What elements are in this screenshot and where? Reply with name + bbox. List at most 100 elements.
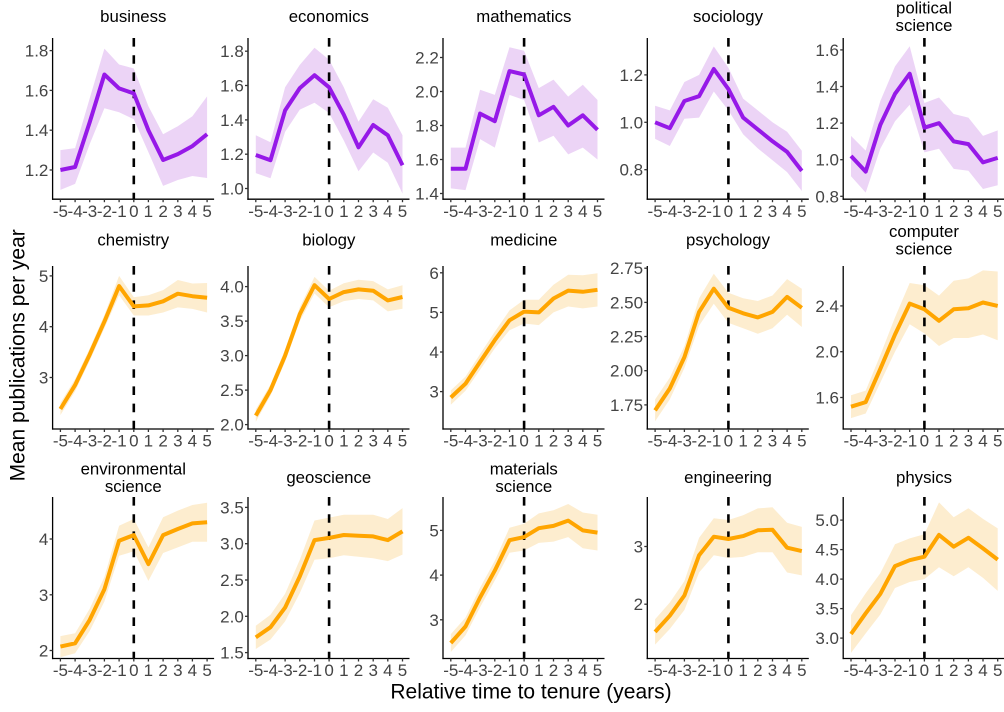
svg-text:-4: -4 [458, 432, 473, 451]
svg-text:-1: -1 [502, 432, 517, 451]
svg-text:1.6: 1.6 [220, 77, 244, 96]
svg-text:-4: -4 [458, 202, 473, 221]
svg-text:-3: -3 [82, 432, 97, 451]
svg-text:4: 4 [383, 661, 392, 680]
svg-text:0: 0 [724, 432, 733, 451]
svg-text:2: 2 [158, 661, 167, 680]
svg-text:5: 5 [202, 202, 211, 221]
svg-text:science: science [896, 240, 953, 259]
svg-text:physics: physics [896, 468, 952, 487]
svg-text:2: 2 [158, 202, 167, 221]
svg-text:-2: -2 [292, 432, 307, 451]
svg-text:-1: -1 [902, 202, 917, 221]
svg-text:1.2: 1.2 [815, 114, 839, 133]
svg-text:5: 5 [797, 661, 806, 680]
svg-text:0: 0 [519, 432, 528, 451]
svg-text:-5: -5 [53, 432, 68, 451]
svg-text:0: 0 [724, 202, 733, 221]
svg-text:1.0: 1.0 [815, 151, 839, 170]
svg-text:-5: -5 [648, 661, 663, 680]
svg-text:engineering: engineering [684, 468, 772, 487]
svg-text:1: 1 [738, 202, 747, 221]
svg-text:0: 0 [724, 661, 733, 680]
svg-text:environmental: environmental [81, 459, 186, 478]
svg-text:2: 2 [549, 661, 558, 680]
svg-text:2.0: 2.0 [415, 83, 439, 102]
svg-text:3: 3 [964, 661, 973, 680]
svg-text:-1: -1 [902, 661, 917, 680]
svg-text:1.4: 1.4 [415, 185, 439, 204]
svg-text:3.0: 3.0 [220, 347, 244, 366]
svg-text:0.8: 0.8 [815, 187, 839, 206]
svg-text:1.6: 1.6 [415, 151, 439, 170]
svg-text:5: 5 [202, 432, 211, 451]
svg-text:4: 4 [383, 202, 392, 221]
svg-text:2.25: 2.25 [610, 328, 643, 347]
svg-text:1: 1 [738, 661, 747, 680]
svg-text:-1: -1 [112, 661, 127, 680]
svg-text:-4: -4 [68, 432, 83, 451]
svg-text:5: 5 [398, 202, 407, 221]
svg-text:-5: -5 [843, 202, 858, 221]
svg-text:3: 3 [368, 432, 377, 451]
svg-text:2: 2 [549, 202, 558, 221]
svg-text:2.0: 2.0 [815, 343, 839, 362]
svg-text:-3: -3 [873, 661, 888, 680]
svg-text:-2: -2 [692, 202, 707, 221]
svg-text:2.00: 2.00 [610, 362, 643, 381]
svg-text:-4: -4 [858, 661, 873, 680]
svg-text:0.8: 0.8 [619, 161, 643, 180]
svg-text:-5: -5 [53, 202, 68, 221]
svg-text:-5: -5 [648, 202, 663, 221]
svg-text:-5: -5 [648, 432, 663, 451]
svg-text:0: 0 [324, 202, 333, 221]
svg-text:3: 3 [563, 432, 572, 451]
svg-text:3.0: 3.0 [815, 629, 839, 648]
svg-text:-1: -1 [902, 432, 917, 451]
svg-text:-2: -2 [887, 432, 902, 451]
svg-text:5: 5 [993, 432, 1002, 451]
svg-text:0: 0 [324, 661, 333, 680]
svg-text:materials: materials [490, 459, 558, 478]
svg-text:1.2: 1.2 [220, 145, 244, 164]
svg-text:5: 5 [429, 303, 438, 322]
svg-text:3: 3 [173, 661, 182, 680]
svg-text:0: 0 [519, 661, 528, 680]
svg-text:1: 1 [534, 661, 543, 680]
svg-text:5: 5 [993, 661, 1002, 680]
svg-text:1: 1 [934, 432, 943, 451]
svg-text:5: 5 [398, 661, 407, 680]
svg-text:-5: -5 [248, 661, 263, 680]
svg-text:3.0: 3.0 [220, 535, 244, 554]
svg-text:4: 4 [578, 432, 587, 451]
svg-text:-3: -3 [82, 661, 97, 680]
svg-text:1: 1 [534, 202, 543, 221]
svg-text:2.0: 2.0 [220, 607, 244, 626]
svg-text:4: 4 [188, 661, 197, 680]
svg-text:-3: -3 [278, 432, 293, 451]
svg-text:4: 4 [782, 202, 791, 221]
svg-text:3: 3 [429, 383, 438, 402]
svg-text:0: 0 [129, 432, 138, 451]
svg-text:4: 4 [578, 202, 587, 221]
svg-text:2: 2 [354, 202, 363, 221]
svg-text:4: 4 [39, 318, 48, 337]
svg-text:1.6: 1.6 [815, 41, 839, 60]
svg-text:2.0: 2.0 [220, 416, 244, 435]
svg-text:1: 1 [144, 432, 153, 451]
svg-text:-3: -3 [873, 432, 888, 451]
svg-text:4.0: 4.0 [220, 278, 244, 297]
svg-text:-3: -3 [278, 661, 293, 680]
svg-text:2.5: 2.5 [220, 571, 244, 590]
svg-text:5: 5 [39, 267, 48, 286]
svg-text:4: 4 [429, 566, 438, 585]
svg-text:2.2: 2.2 [415, 49, 439, 68]
svg-text:business: business [100, 7, 166, 26]
svg-text:-5: -5 [843, 432, 858, 451]
svg-text:-1: -1 [502, 661, 517, 680]
svg-text:1.2: 1.2 [619, 66, 643, 85]
svg-text:5: 5 [429, 521, 438, 540]
svg-text:-5: -5 [843, 661, 858, 680]
svg-text:3: 3 [368, 661, 377, 680]
svg-text:1: 1 [339, 202, 348, 221]
